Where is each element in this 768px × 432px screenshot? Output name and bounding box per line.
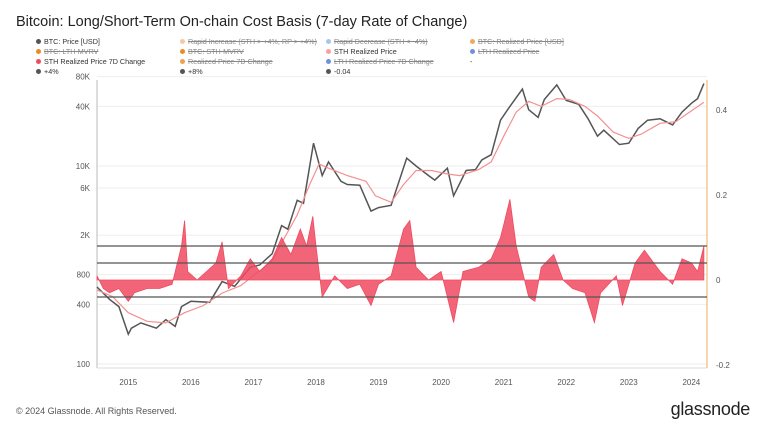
right-tick-label: -0.2 [716, 361, 730, 370]
legend-label: Rapid Increase (STH > +4%, RP > +4%) [188, 37, 317, 46]
legend-dot-icon [180, 59, 185, 64]
legend-label: Realized Price 7D Change [188, 57, 273, 66]
glassnode-logo: glassnode [670, 399, 751, 419]
left-tick-label: 100 [77, 360, 91, 369]
legend-dot-icon [36, 59, 41, 64]
legend-dot-icon [326, 39, 331, 44]
left-tick-label: 800 [77, 271, 91, 280]
legend-item[interactable]: BTC: STH-MVRV [180, 47, 244, 56]
legend-label: STH Realized Price 7D Change [44, 57, 146, 66]
legend-label: +8% [188, 67, 203, 76]
left-tick-label: 400 [77, 300, 91, 309]
x-tick-label: 2018 [307, 378, 325, 387]
legend-label: BTC: LTH-MVRV [44, 47, 99, 56]
legend-item[interactable]: STH Realized Price 7D Change [36, 57, 145, 66]
legend-item[interactable]: Rapid Increase (STH > +4%, RP > +4%) [180, 37, 317, 46]
x-tick-label: 2020 [432, 378, 450, 387]
legend-label: STH Realized Price [334, 47, 397, 56]
legend-label: LTH Realized Price 7D Change [334, 57, 434, 66]
legend-dot-icon [470, 49, 475, 54]
legend-label: LTH Realized Price [478, 47, 540, 56]
legend-item[interactable]: -0.04 [326, 67, 350, 76]
legend-item[interactable]: LTH Realized Price [470, 47, 539, 56]
legend-dot-icon [36, 39, 41, 44]
legend-item[interactable]: Rapid Decrease (STH < -4%) [326, 37, 428, 46]
legend-dot-icon [326, 69, 331, 74]
legend-item[interactable]: LTH Realized Price 7D Change [326, 57, 434, 66]
legend-label: +4% [44, 67, 59, 76]
left-tick-label: 6K [80, 184, 90, 193]
x-tick-label: 2019 [370, 378, 388, 387]
legend-item[interactable]: BTC: Realized Price [USD] [470, 37, 564, 46]
legend-dot-icon [180, 39, 185, 44]
left-tick-label: 40K [76, 102, 91, 111]
legend-dot-icon [36, 49, 41, 54]
legend-dot-icon [326, 59, 331, 64]
legend-label: Rapid Decrease (STH < -4%) [334, 37, 428, 46]
series-line-1 [96, 97, 705, 324]
right-tick-label: 0 [716, 276, 721, 285]
right-tick-label: 0.4 [716, 106, 728, 115]
legend-item[interactable]: STH Realized Price [326, 47, 397, 56]
legend-item[interactable]: Realized Price 7D Change [180, 57, 273, 66]
x-tick-label: 2023 [620, 378, 638, 387]
legend-item[interactable]: BTC: Price [USD] [36, 37, 100, 46]
legend-label: BTC: Price [USD] [44, 37, 100, 46]
x-tick-label: 2024 [682, 378, 700, 387]
legend-item[interactable]: - [470, 57, 472, 66]
chart-title: Bitcoin: Long/Short-Term On-chain Cost B… [16, 14, 468, 30]
copyright: © 2024 Glassnode. All Rights Reserved. [16, 406, 177, 416]
series-line-0 [96, 83, 705, 337]
legend-item[interactable]: +8% [180, 67, 203, 76]
roc-area [96, 199, 705, 325]
legend-item[interactable]: BTC: LTH-MVRV [36, 47, 98, 56]
legend-dot-icon [326, 49, 331, 54]
x-tick-label: 2021 [495, 378, 513, 387]
left-tick-label: 10K [76, 162, 91, 171]
x-tick-label: 2017 [245, 378, 263, 387]
left-tick-label: 80K [76, 73, 91, 82]
legend-label: - [470, 57, 473, 66]
legend-dot-icon [180, 69, 185, 74]
x-tick-label: 2015 [119, 378, 137, 387]
legend-dot-icon [36, 69, 41, 74]
legend-label: BTC: STH-MVRV [188, 47, 244, 56]
right-tick-label: 0.2 [716, 191, 728, 200]
legend-dot-icon [470, 39, 475, 44]
left-tick-label: 2K [80, 231, 90, 240]
legend-item[interactable]: +4% [36, 67, 59, 76]
legend-label: -0.04 [334, 67, 351, 76]
x-tick-label: 2022 [557, 378, 575, 387]
legend-label: BTC: Realized Price [USD] [478, 37, 564, 46]
legend-dot-icon [180, 49, 185, 54]
x-tick-label: 2016 [182, 378, 200, 387]
